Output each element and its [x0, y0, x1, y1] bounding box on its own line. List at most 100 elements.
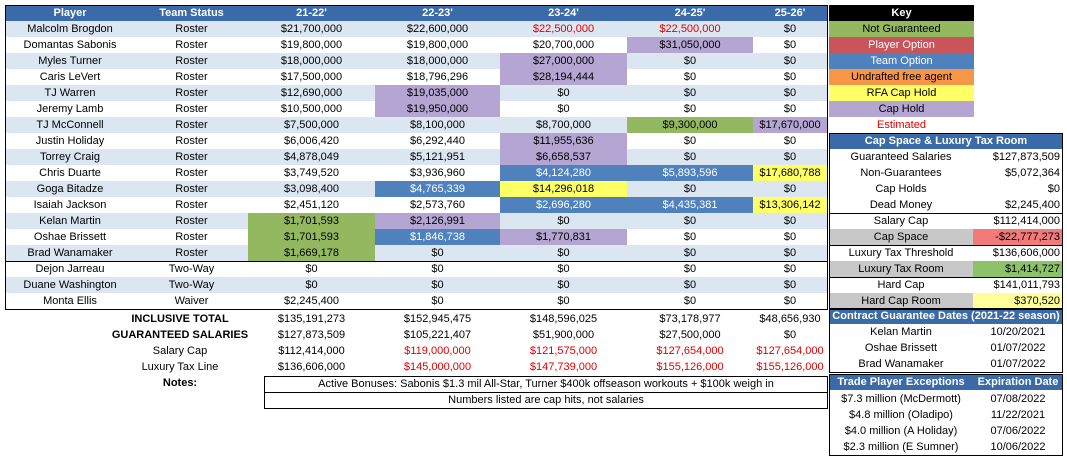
player-name: Duane Washington [5, 277, 135, 293]
salary-cell: $0 [753, 261, 827, 277]
salary-cell: $10,500,000 [248, 101, 375, 117]
salary-cell: $22,500,000 [627, 21, 753, 37]
salary-cell: $5,893,596 [627, 165, 753, 181]
summary-label: Luxury Tax Line [141, 361, 219, 373]
team-status: Roster [135, 149, 248, 165]
summary-value: $27,500,000 [659, 329, 721, 341]
salary-cell: $0 [753, 229, 827, 245]
salary-cell: $0 [753, 37, 827, 53]
salary-cell: $0 [627, 69, 753, 85]
summary-label: Salary Cap [152, 345, 208, 357]
team-status: Roster [135, 37, 248, 53]
cap-space-label: Guaranteed Salaries [850, 151, 952, 163]
salary-cell: $18,000,000 [375, 53, 500, 69]
player-name: Malcolm Brogdon [5, 21, 135, 37]
trade-exception-label: $4.0 million (A Holiday) [844, 425, 958, 437]
team-status: Roster [135, 21, 248, 37]
salary-cell: $17,670,000 [753, 117, 827, 133]
key-item: Cap Hold [829, 101, 974, 117]
team-status: Roster [135, 197, 248, 213]
trade-exception-date: 11/22/2021 [990, 409, 1046, 421]
cap-space-value: $112,414,000 [993, 215, 1060, 227]
summary-value: $0 [783, 329, 797, 341]
trade-exception-label: $4.8 million (Oladipo) [849, 409, 953, 421]
summary-value: $73,178,977 [659, 313, 721, 325]
salary-cell: $18,796,296 [375, 69, 500, 85]
salary-cell: $0 [753, 213, 827, 229]
team-status: Roster [135, 245, 248, 261]
notes-line-1: Active Bonuses: Sabonis $1.3 mil All-Sta… [318, 378, 774, 390]
salary-cell: $0 [753, 149, 827, 165]
cap-space-label: Luxury Tax Room [829, 261, 973, 277]
cap-space-label: Hard Cap [877, 279, 925, 291]
contract-date: 01/07/2022 [990, 342, 1046, 354]
player-name: Kelan Martin [5, 213, 135, 229]
salary-cell: $2,126,991 [375, 213, 500, 229]
player-name: TJ McConnell [5, 117, 135, 133]
column-header: Team Status [135, 5, 248, 21]
salary-cell: $0 [500, 213, 627, 229]
cap-space-label: Luxury Tax Threshold [848, 247, 954, 259]
cap-space-value: $1,414,727 [973, 261, 1063, 277]
summary-label: INCLUSIVE TOTAL [131, 313, 229, 325]
team-status: Roster [135, 229, 248, 245]
team-status: Roster [135, 69, 248, 85]
salary-cell: $7,500,000 [248, 117, 375, 133]
team-status: Waiver [135, 293, 248, 309]
key-item: Player Option [829, 37, 974, 53]
salary-cell: $19,800,000 [248, 37, 375, 53]
cap-space-value: $0 [1047, 183, 1060, 195]
salary-cell: $12,690,000 [248, 85, 375, 101]
cap-space-value: $136,606,000 [992, 247, 1060, 259]
salary-cell: $1,701,593 [248, 213, 375, 229]
salary-cell: $31,050,000 [627, 37, 753, 53]
salary-cell: $0 [753, 21, 827, 37]
salary-cell: $0 [753, 69, 827, 85]
contract-date: 01/07/2022 [990, 358, 1046, 370]
contract-dates-title: Contract Guarantee Dates (2021-22 season… [829, 308, 1063, 324]
salary-cell: $0 [627, 149, 753, 165]
player-name: Caris LeVert [5, 69, 135, 85]
key-item: RFA Cap Hold [829, 85, 974, 101]
trade-exception-label: $7.3 million (McDermott) [841, 393, 961, 405]
player-name: Chris Duarte [5, 165, 135, 181]
salary-cell: $0 [627, 293, 753, 309]
salary-cell: $0 [753, 53, 827, 69]
cap-space-label: Cap Space [829, 229, 973, 245]
column-header: 21-22' [248, 5, 375, 21]
salary-cell: $2,696,280 [500, 197, 627, 213]
key-title: Key [829, 5, 974, 21]
notes-line-2: Numbers listed are cap hits, not salarie… [448, 394, 644, 406]
salary-cell: $0 [753, 85, 827, 101]
salary-cell: $20,700,000 [500, 37, 627, 53]
salary-cell: $4,878,049 [248, 149, 375, 165]
salary-cell: $3,749,520 [248, 165, 375, 181]
salary-cell: $13,306,142 [753, 197, 827, 213]
summary-label: GUARANTEED SALARIES [111, 329, 249, 341]
team-status: Roster [135, 85, 248, 101]
player-name: Domantas Sabonis [5, 37, 135, 53]
player-name: Justin Holiday [5, 133, 135, 149]
salary-cell: $0 [375, 261, 500, 277]
salary-cell: $6,006,420 [248, 133, 375, 149]
trade-exception-date: 07/06/2022 [990, 425, 1046, 437]
cap-space-label: Salary Cap [873, 215, 929, 227]
salary-cell: $0 [627, 261, 753, 277]
salary-cell: $5,121,951 [375, 149, 500, 165]
column-header: 22-23' [375, 5, 500, 21]
player-name: Oshae Brissett [5, 229, 135, 245]
notes-divider [264, 392, 828, 393]
salary-cell: $21,700,000 [248, 21, 375, 37]
contract-player: Brad Wanamaker [858, 358, 944, 370]
salary-cell: $6,292,440 [375, 133, 500, 149]
salary-cell: $0 [753, 181, 827, 197]
salary-cell: $3,936,960 [375, 165, 500, 181]
summary-value: $147,739,000 [529, 361, 598, 373]
summary-value: $145,000,000 [403, 361, 472, 373]
salary-cell: $9,300,000 [627, 117, 753, 133]
player-name: Monta Ellis [5, 293, 135, 309]
player-name: TJ Warren [5, 85, 135, 101]
salary-cell: $8,100,000 [375, 117, 500, 133]
summary-value: $155,126,000 [656, 361, 724, 373]
team-status: Two-Way [135, 261, 248, 277]
